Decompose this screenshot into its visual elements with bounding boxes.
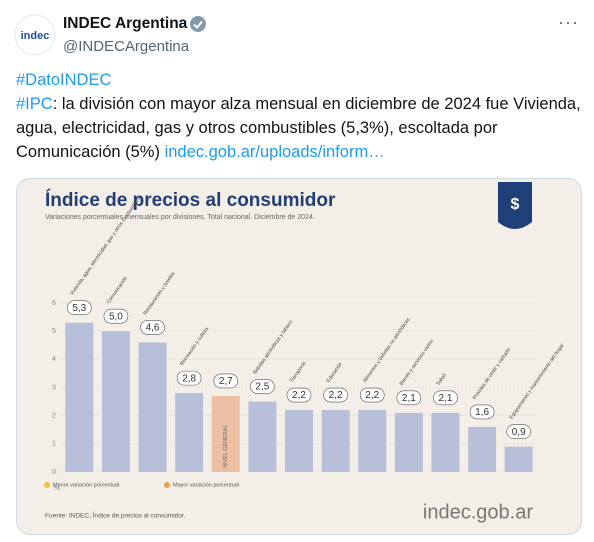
- value-label: 2,1: [402, 393, 416, 404]
- value-label-box: [213, 373, 239, 389]
- tweet-body: : la división con mayor alza mensual en …: [16, 95, 581, 161]
- avatar-text: indec: [21, 30, 50, 42]
- bar: [138, 342, 167, 472]
- hashtag[interactable]: #IPC: [16, 95, 53, 113]
- link[interactable]: indec.gob.ar/uploads/inform…: [164, 143, 385, 161]
- value-label-box: [140, 320, 165, 335]
- y-tick-label: 5: [52, 328, 56, 335]
- bar: [321, 410, 350, 472]
- value-label: 0,9: [512, 427, 526, 438]
- category-label: Transporte: [289, 361, 308, 384]
- bar: [504, 446, 533, 472]
- value-label-box: [103, 308, 129, 324]
- bar: [101, 331, 130, 472]
- menu[interactable]: ···: [558, 12, 579, 32]
- user-name[interactable]: INDEC Argentina: [63, 15, 188, 32]
- bar: [358, 410, 387, 472]
- chart: Índice de precios al consumidor Variacio…: [44, 182, 566, 523]
- category-label: Restaurantes y hoteles: [142, 271, 177, 317]
- category-label: Recreación y cultura: [179, 326, 210, 367]
- value-label-box: [67, 300, 92, 316]
- legend-marker: [44, 482, 50, 488]
- y-tick-label: 2: [52, 413, 56, 420]
- value-label-box: [506, 424, 531, 439]
- value-label-box: [176, 370, 202, 386]
- bar: [175, 393, 204, 472]
- value-label-box: [396, 390, 422, 406]
- value-label: 5,0: [109, 311, 123, 322]
- bar: [65, 322, 94, 472]
- value-label-box: [250, 379, 275, 394]
- value-label: 2,8: [182, 373, 196, 384]
- value-label-box: [359, 387, 385, 403]
- value-label: 2,5: [255, 382, 269, 393]
- source: Fuente: INDEC, Índice de precios al cons…: [45, 511, 186, 520]
- category-label: Prendas de vestir y calzado: [472, 347, 512, 401]
- value-label-box: [433, 390, 458, 406]
- value-label-box: [286, 387, 312, 403]
- chart-card[interactable]: Índice de precios al consumidor Variacio…: [16, 178, 582, 535]
- logo-badge: [498, 182, 532, 229]
- verified-badge: [190, 16, 206, 32]
- category-label: Educación: [325, 361, 343, 384]
- value-label: 4,6: [146, 323, 160, 334]
- bar: [248, 401, 277, 472]
- hashtag[interactable]: #DatoINDEC: [16, 71, 112, 89]
- y-tick-label: 0: [52, 469, 56, 476]
- bar: [468, 426, 497, 472]
- value-label-box: [469, 404, 495, 420]
- bar: [394, 412, 423, 472]
- category-label: Bienes y servicios varios: [399, 338, 436, 387]
- category-label: Salud: [435, 373, 447, 387]
- value-label: 5,3: [72, 303, 86, 314]
- y-tick-label: 6: [52, 300, 56, 307]
- value-label-box: [323, 387, 348, 403]
- category-label: Bebidas alcohólicas y tabaco: [252, 319, 294, 375]
- chart-title: Índice de precios al consumidor: [45, 189, 336, 211]
- value-label: 2,2: [365, 390, 379, 401]
- value-label: 1,6: [475, 407, 489, 418]
- value-label: 2,2: [292, 390, 306, 401]
- logo-symbol: $: [511, 196, 520, 213]
- legend-label: Mayor variación porcentual: [173, 482, 239, 488]
- tweet-text: #DatoINDEC #IPC: la división con mayor al…: [16, 68, 582, 164]
- avatar[interactable]: indec: [14, 14, 56, 56]
- category-label: Comunicación: [106, 276, 129, 306]
- bar: [285, 410, 313, 472]
- bar: [211, 395, 240, 472]
- y-tick-label: 3: [52, 384, 56, 391]
- y-tick-label: 1: [52, 441, 56, 448]
- user-handle[interactable]: @INDECArgentina: [63, 38, 190, 55]
- value-label: 2,7: [219, 376, 233, 387]
- y-tick-label: 4: [52, 356, 56, 363]
- bar: [431, 412, 460, 472]
- y-unit: %: [54, 485, 60, 492]
- category-label: Equipamiento y mantenimiento del hogar: [509, 342, 566, 420]
- logo-text: indec.gob.ar: [423, 501, 533, 523]
- legend-label: Menor variación porcentual: [53, 482, 119, 488]
- legend-marker: [164, 482, 170, 488]
- value-label: 2,2: [329, 390, 343, 401]
- chart-subtitle: Variaciones porcentuales mensuales por d…: [45, 214, 315, 221]
- category-label: NIVEL GENERAL: [223, 424, 229, 468]
- value-label: 2,1: [439, 393, 453, 404]
